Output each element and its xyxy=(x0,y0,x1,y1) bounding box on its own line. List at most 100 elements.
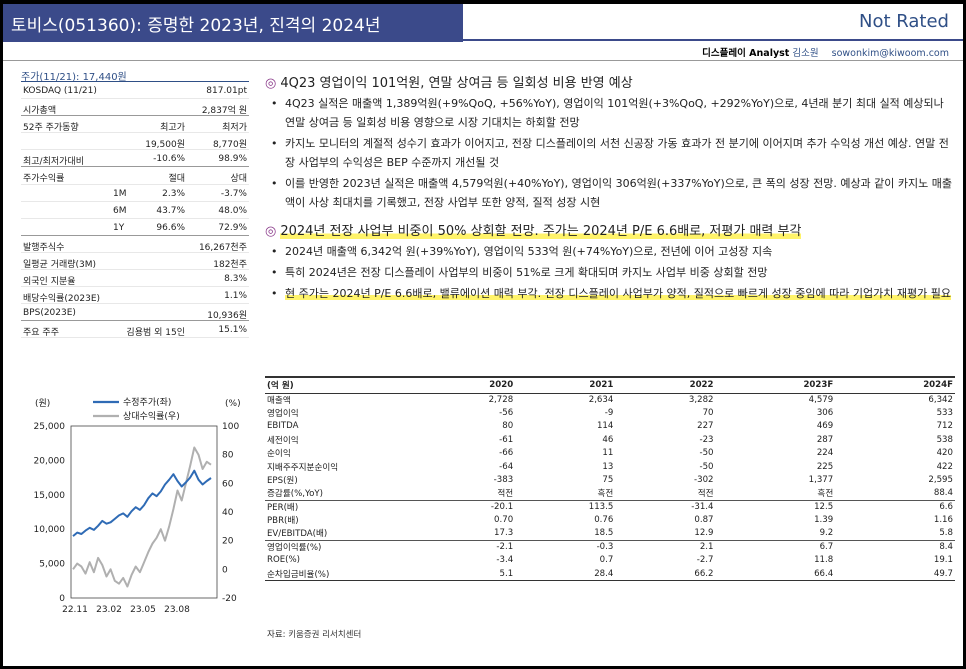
table-cell: 5.1 xyxy=(415,567,516,581)
row-label: 지배주주지분순이익 xyxy=(267,462,339,473)
stat-label: 외국인 지분율 xyxy=(23,277,76,288)
section-title: ◎ 2024년 전장 사업부 비중이 50% 상회할 전망. 주가는 2024년 … xyxy=(265,220,955,240)
y-left-axis-label: (원) xyxy=(35,398,50,409)
table-row: ROE(%) -3.4 0.7 -2.7 11.8 19.1 xyxy=(265,554,955,567)
table-cell: -2.7 xyxy=(696,555,714,566)
table-cell: -20.1 xyxy=(415,499,516,514)
stat-value-mid: 96.6% xyxy=(156,222,185,233)
bullet-text: 이를 반영한 2023년 실적은 매출액 4,579억원(+40%YoY), 영… xyxy=(285,177,953,209)
table-cell: 1.39 xyxy=(814,515,834,526)
table-cell: 422 xyxy=(936,461,953,472)
row-label: 매출액 xyxy=(267,395,291,406)
table-cell: 9.2 xyxy=(819,528,834,539)
table-cell: 6.6 xyxy=(835,499,955,514)
stat-label: 주가수익률 xyxy=(23,174,65,185)
sector-label: 디스플레이 Analyst xyxy=(702,48,790,59)
stat-value: 1.1% xyxy=(224,291,247,302)
table-cell: 49.7 xyxy=(835,567,955,581)
stat-value: 상대 xyxy=(230,174,247,185)
stat-row: KOSDAQ (11/21) 817.01pt xyxy=(21,82,249,100)
stat-row: 1M 2.3% -3.7% xyxy=(21,185,249,202)
stat-row: 6M 43.7% 48.0% xyxy=(21,202,249,219)
stat-label: 일평균 거래량(3M) xyxy=(23,259,97,270)
table-row: EPS(원) -383 75 -302 1,377 2,595 xyxy=(265,473,955,486)
stat-value-mid: -10.6% xyxy=(153,154,185,165)
price-heading: 주가(11/21): 17,440원 xyxy=(21,66,249,83)
table-source: 자료: 키움증권 리서치센터 xyxy=(267,630,362,640)
stat-value: 최저가 xyxy=(222,123,247,134)
table-cell: -56 xyxy=(499,408,514,419)
stat-row: 외국인 지분율 8.3% xyxy=(21,270,249,288)
legend-label: 수정주가(좌) xyxy=(123,397,171,408)
stat-value: 16,267천주 xyxy=(198,242,247,253)
bullet-text: 4Q23 실적은 매출액 1,389억원(+9%QoQ, +56%YoY), 영… xyxy=(285,97,944,129)
table-cell: 2.1 xyxy=(615,539,716,554)
table-cell: 6.7 xyxy=(715,539,836,554)
stock-info-panel: 주가(11/21): 17,440원 KOSDAQ (11/21) 817.01p… xyxy=(21,66,249,339)
header-rule xyxy=(3,60,963,61)
bullet-item: 카지노 모니터의 계절적 성수기 효과가 이어지고, 전장 디스플레이의 서천 … xyxy=(265,134,955,172)
stat-row: BPS(2023E) 10,936원 xyxy=(21,304,249,322)
stat-row: 1Y 96.6% 72.9% xyxy=(21,219,249,236)
table-cell: 114 xyxy=(596,421,614,432)
table-cell: -50 xyxy=(699,448,714,459)
x-tick-label: 22.11 xyxy=(62,605,88,615)
y-right-tick-label: 40 xyxy=(222,508,234,518)
stat-row: 최고/최저가대비 -10.6% 98.9% xyxy=(21,150,249,168)
table-header-cell: 2020 xyxy=(415,376,516,394)
title-bar: 토비스(051360): 증명한 2023년, 진격의 2024년 Not Ra… xyxy=(3,4,963,42)
table-header-row: (억 원) 2020 2021 2022 2023F 2024F xyxy=(265,376,955,394)
table-cell: -0.3 xyxy=(515,539,616,554)
stock-stats: KOSDAQ (11/21) 817.01pt 시가총액 2,837억 원 52주 주가… xyxy=(21,82,249,339)
section-title: ◎ 4Q23 영업이익 101억원, 연말 상여금 등 일회성 비용 반영 예상 xyxy=(265,72,955,92)
bullet-item: 현 주가는 2024년 P/E 6.6배로, 밸류에이션 매력 부각. 전장 디… xyxy=(265,284,955,303)
stat-value: 98.9% xyxy=(218,154,247,165)
table-cell: 0.87 xyxy=(694,515,714,526)
table-cell: 1.16 xyxy=(933,515,953,526)
y-left-tick-label: 10,000 xyxy=(34,525,66,535)
table-cell: 2,634 xyxy=(588,394,614,405)
table-row: 순이익 -66 11 -50 224 420 xyxy=(265,447,955,460)
table-header-cell: 2022 xyxy=(615,376,716,394)
row-label: ROE(%) xyxy=(267,555,301,566)
table-row: 영업이익 -56 -9 70 306 533 xyxy=(265,406,955,419)
stat-row: 주가수익률 절대 상대 xyxy=(21,167,249,185)
row-label: 증감률(%,YoY) xyxy=(267,489,323,500)
table-cell: 18.5 xyxy=(594,528,614,539)
stat-value-mid: 2.3% xyxy=(162,188,185,199)
table-cell: 66.4 xyxy=(715,567,836,581)
table-row: EBITDA 80 114 227 469 712 xyxy=(265,420,955,433)
table-cell: 1,377 xyxy=(808,475,834,486)
plot-frame xyxy=(70,425,218,599)
row-label: 영업이익률(%) xyxy=(265,539,415,554)
section-bullet-icon: ◎ xyxy=(265,76,277,91)
table-cell: 28.4 xyxy=(515,567,616,581)
table-cell: -302 xyxy=(694,475,714,486)
stat-row: 배당수익률(2023E) 1.1% xyxy=(21,287,249,305)
table-cell: 적전 xyxy=(697,489,714,500)
rating-label: Not Rated xyxy=(859,11,949,32)
table-cell: 0.7 xyxy=(599,555,614,566)
bullet-text: 카지노 모니터의 계절적 성수기 효과가 이어지고, 전장 디스플레이의 서천 … xyxy=(285,137,949,169)
table-row: PER(배) -20.1 113.5 -31.4 12.5 6.6 xyxy=(265,499,955,514)
table-row: EV/EBITDA(배) 17.3 18.5 12.9 9.2 5.8 xyxy=(265,527,955,540)
table-cell: 420 xyxy=(936,448,953,459)
legend-label: 상대수익률(우) xyxy=(123,410,180,422)
table-cell: -61 xyxy=(499,434,514,445)
table-row: 매출액 2,728 2,634 3,282 4,579 6,342 xyxy=(265,393,955,406)
title-accent xyxy=(3,4,463,42)
bullet-text: 현 주가는 2024년 P/E 6.6배로, 밸류에이션 매력 부각. 전장 디… xyxy=(285,287,951,300)
stat-label: 52주 주가동향 xyxy=(23,123,79,134)
bullet-text: 특히 2024년은 전장 디스플레이 사업부의 비중이 51%로 크게 확대되며… xyxy=(285,266,768,279)
table-cell: 712 xyxy=(936,421,953,432)
section-title-text: 4Q23 영업이익 101억원, 연말 상여금 등 일회성 비용 반영 예상 xyxy=(280,76,633,91)
stat-value: 8,770원 xyxy=(212,140,247,151)
stat-label: 시가총액 xyxy=(23,106,57,117)
stat-value: 48.0% xyxy=(218,205,247,216)
analyst-email[interactable]: sowonkim@kiwoom.com xyxy=(831,48,949,59)
table-cell: 적전 xyxy=(497,489,514,500)
y-left-tick-label: 0 xyxy=(59,594,65,604)
section-title-text: 2024년 전장 사업부 비중이 50% 상회할 전망. 주가는 2024년 P… xyxy=(280,224,802,239)
stat-label: 주요 주주 xyxy=(23,328,59,339)
x-tick-label: 23.08 xyxy=(164,605,190,615)
